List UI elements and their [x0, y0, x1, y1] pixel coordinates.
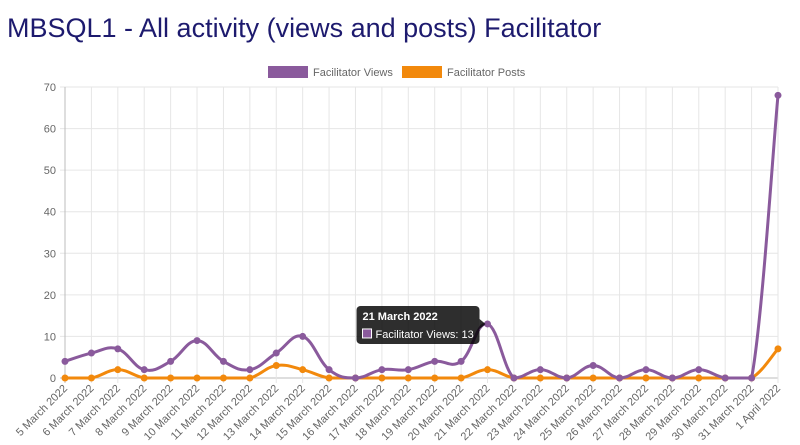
data-point[interactable]: [404, 366, 412, 374]
data-point[interactable]: [589, 362, 597, 370]
data-point[interactable]: [272, 349, 280, 357]
data-point[interactable]: [219, 357, 227, 365]
data-point[interactable]: [616, 374, 624, 382]
y-axis-ticks: 0 10 20 30 40 50 60 70: [44, 82, 56, 385]
page-title: MBSQL1 - All activity (views and posts) …: [7, 13, 602, 43]
y-tick-label: 50: [44, 165, 56, 177]
tooltip-title: 21 March 2022: [363, 311, 438, 323]
data-point[interactable]: [431, 374, 439, 382]
data-point[interactable]: [748, 374, 756, 382]
data-point[interactable]: [325, 374, 333, 382]
y-tick-label: 20: [44, 290, 56, 302]
tooltip-swatch: [362, 328, 373, 339]
tooltip-label: Facilitator Views: 13: [376, 329, 474, 341]
data-point[interactable]: [563, 374, 571, 382]
chart-legend[interactable]: Facilitator Views Facilitator Posts: [268, 66, 526, 79]
data-point[interactable]: [299, 366, 307, 374]
data-point[interactable]: [431, 357, 439, 365]
data-point[interactable]: [246, 366, 254, 374]
data-point[interactable]: [299, 332, 307, 340]
data-point[interactable]: [536, 374, 544, 382]
chart-tooltip: 21 March 2022 Facilitator Views: 13: [356, 305, 486, 344]
data-point[interactable]: [536, 366, 544, 374]
data-point[interactable]: [219, 374, 227, 382]
data-point[interactable]: [193, 337, 201, 345]
tooltip-box: [356, 305, 480, 344]
data-point[interactable]: [167, 357, 175, 365]
data-point[interactable]: [114, 366, 122, 374]
y-tick-label: 40: [44, 207, 56, 219]
data-point[interactable]: [61, 374, 69, 382]
legend-swatch[interactable]: [402, 66, 442, 78]
data-point[interactable]: [695, 374, 703, 382]
data-point[interactable]: [325, 366, 333, 374]
legend-swatch[interactable]: [268, 66, 308, 78]
legend-label[interactable]: Facilitator Posts: [447, 67, 526, 79]
data-point[interactable]: [589, 374, 597, 382]
data-point[interactable]: [668, 374, 676, 382]
y-tick-label: 60: [44, 124, 56, 136]
data-point[interactable]: [695, 366, 703, 374]
y-tick-label: 10: [44, 331, 56, 343]
data-point[interactable]: [774, 91, 782, 99]
data-point[interactable]: [167, 374, 175, 382]
data-point[interactable]: [510, 374, 518, 382]
data-point[interactable]: [246, 374, 254, 382]
data-point[interactable]: [87, 349, 95, 357]
data-point[interactable]: [87, 374, 95, 382]
tooltip-caret: [479, 318, 486, 329]
chart-grid: [60, 86, 779, 383]
data-point[interactable]: [193, 374, 201, 382]
chart-series: [61, 91, 782, 382]
data-point[interactable]: [642, 366, 650, 374]
data-point[interactable]: [140, 374, 148, 382]
data-point[interactable]: [351, 374, 359, 382]
data-point[interactable]: [114, 345, 122, 353]
series-line: [64, 347, 780, 380]
data-point[interactable]: [774, 345, 782, 353]
y-tick-label: 30: [44, 248, 56, 260]
y-tick-label: 0: [50, 373, 56, 385]
data-point[interactable]: [457, 357, 465, 365]
data-point[interactable]: [457, 374, 465, 382]
data-point[interactable]: [378, 366, 386, 374]
data-point[interactable]: [642, 374, 650, 382]
y-tick-label: 70: [44, 82, 56, 94]
data-point[interactable]: [61, 357, 69, 365]
data-point[interactable]: [378, 374, 386, 382]
legend-label[interactable]: Facilitator Views: [313, 67, 393, 79]
data-point[interactable]: [404, 374, 412, 382]
data-point[interactable]: [140, 366, 148, 374]
data-point[interactable]: [721, 374, 729, 382]
data-point[interactable]: [484, 366, 492, 374]
data-point[interactable]: [272, 362, 280, 370]
